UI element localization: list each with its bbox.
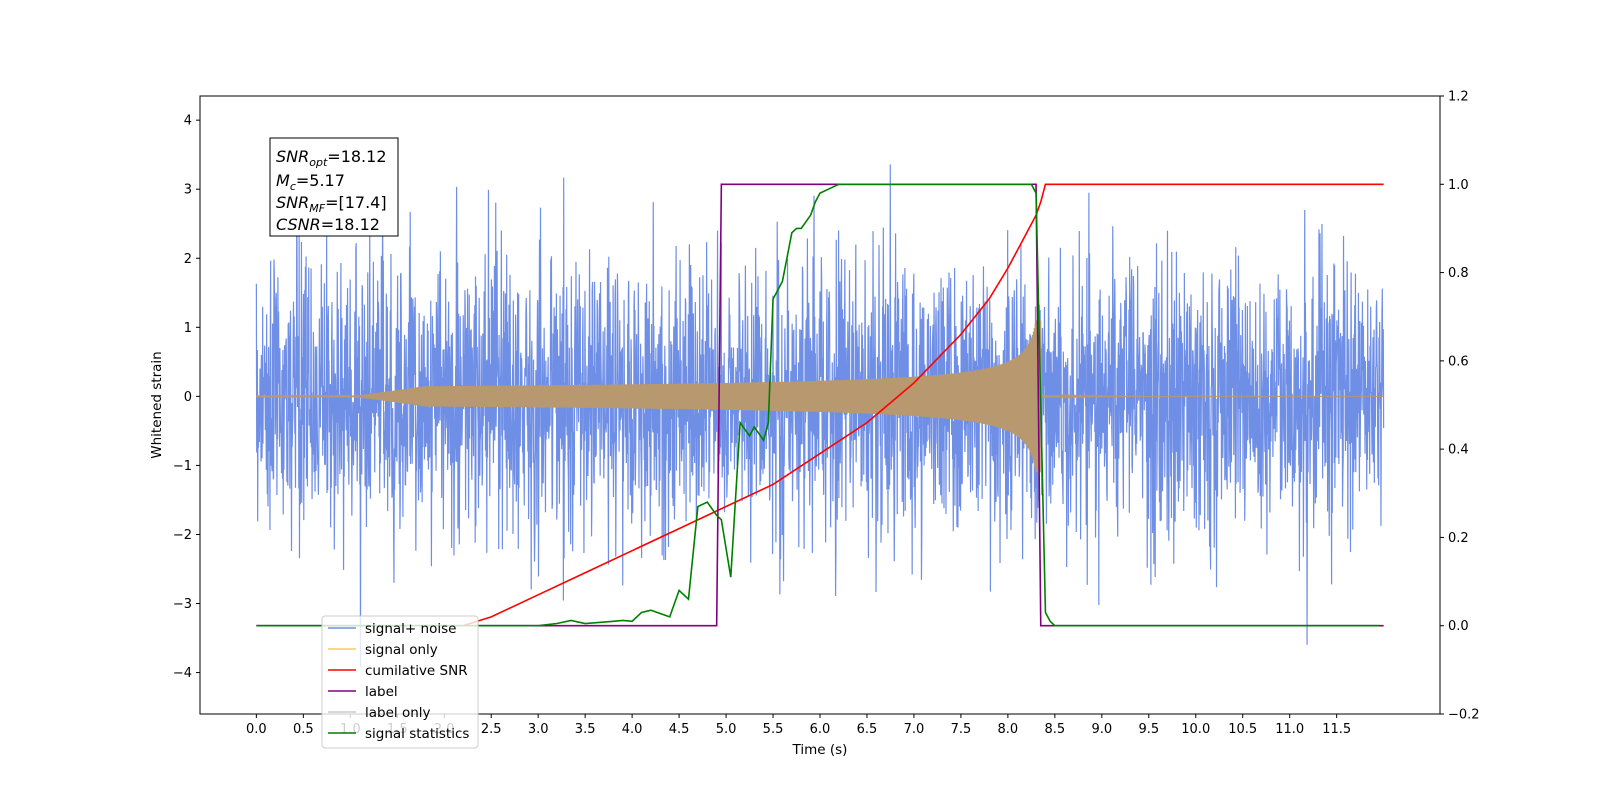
x-tick-label: 8.0 [998, 722, 1019, 737]
annotation-line-4: CSNR=18.12 [276, 215, 380, 234]
series-signal-noise [255, 151, 1385, 667]
x-tick-label: 6.5 [857, 722, 878, 737]
x-tick-label: 2.5 [481, 722, 502, 737]
legend-label-signal-noise: signal+ noise [365, 621, 456, 637]
annotation-box: SNRopt=18.12 Mc=5.17 SNRMF=[17.4] CSNR=1… [269, 137, 399, 237]
y-right-tick-label: 0.6 [1448, 354, 1469, 369]
x-tick-label: 4.0 [622, 722, 643, 737]
annotation-line-3: SNRMF=[17.4] [276, 193, 387, 215]
x-tick-label: 3.0 [528, 722, 549, 737]
annotation-line-1: SNRopt=18.12 [276, 147, 387, 169]
legend-label-signal-only: signal only [365, 642, 438, 658]
plot-area [255, 151, 1385, 667]
x-tick-label: 4.5 [669, 722, 690, 737]
x-tick-label: 6.0 [810, 722, 831, 737]
legend: signal+ noise signal only cumilative SNR la… [321, 615, 479, 749]
y-left-tick-label: 1 [184, 321, 192, 336]
y-left-tick-label: −4 [173, 666, 192, 681]
y-left-tick-label: 4 [184, 114, 192, 129]
x-tick-label: 8.5 [1045, 722, 1066, 737]
legend-label-label: label [365, 684, 398, 700]
y-axis-left-ticks: −4 −3 −2 −1 0 1 2 3 4 [173, 114, 200, 681]
legend-label-label-only: label only [365, 705, 431, 721]
annotation-line-2: Mc=5.17 [276, 171, 345, 193]
y-axis-right-ticks: −0.2 0.0 0.2 0.4 0.6 0.8 1.0 1.2 [1440, 90, 1480, 723]
y-right-tick-label: 0.0 [1448, 619, 1469, 634]
x-tick-label: 3.5 [575, 722, 596, 737]
x-tick-label: 5.5 [763, 722, 784, 737]
y-right-tick-label: −0.2 [1448, 708, 1480, 723]
y-right-tick-label: 1.2 [1448, 90, 1469, 105]
series-signal-only [255, 320, 1384, 473]
y-left-tick-label: −1 [173, 459, 192, 474]
x-tick-label: 0.5 [293, 722, 314, 737]
x-tick-label: 11.5 [1322, 722, 1351, 737]
x-tick-label: 0.0 [246, 722, 267, 737]
y-right-tick-label: 1.0 [1448, 178, 1469, 193]
y-right-tick-label: 0.2 [1448, 531, 1469, 546]
series-signal-statistics [256, 183, 1379, 627]
y-left-tick-label: 3 [184, 183, 192, 198]
y-left-tick-label: −2 [173, 528, 192, 543]
y-right-tick-label: 0.8 [1448, 266, 1469, 281]
x-axis-label: Time (s) [792, 742, 848, 758]
x-tick-label: 7.5 [951, 722, 972, 737]
x-tick-label: 10.5 [1228, 722, 1257, 737]
x-tick-label: 10.0 [1181, 722, 1210, 737]
legend-label-signal-statistics: signal statistics [365, 726, 469, 742]
y-left-tick-label: 2 [184, 252, 192, 267]
y-left-tick-label: −3 [173, 597, 192, 612]
legend-box [321, 615, 479, 749]
x-tick-label: 9.5 [1138, 722, 1159, 737]
y-left-tick-label: 0 [184, 390, 192, 405]
y-right-tick-label: 0.4 [1448, 443, 1469, 458]
x-tick-label: 7.0 [904, 722, 925, 737]
x-tick-label: 5.0 [716, 722, 737, 737]
y-axis-label-left: Whitened strain [149, 351, 165, 458]
x-tick-label: 11.0 [1275, 722, 1304, 737]
series-cumilative-snr [462, 183, 1384, 627]
legend-label-cumilative-snr: cumilative SNR [365, 663, 468, 679]
x-tick-label: 9.0 [1091, 722, 1112, 737]
